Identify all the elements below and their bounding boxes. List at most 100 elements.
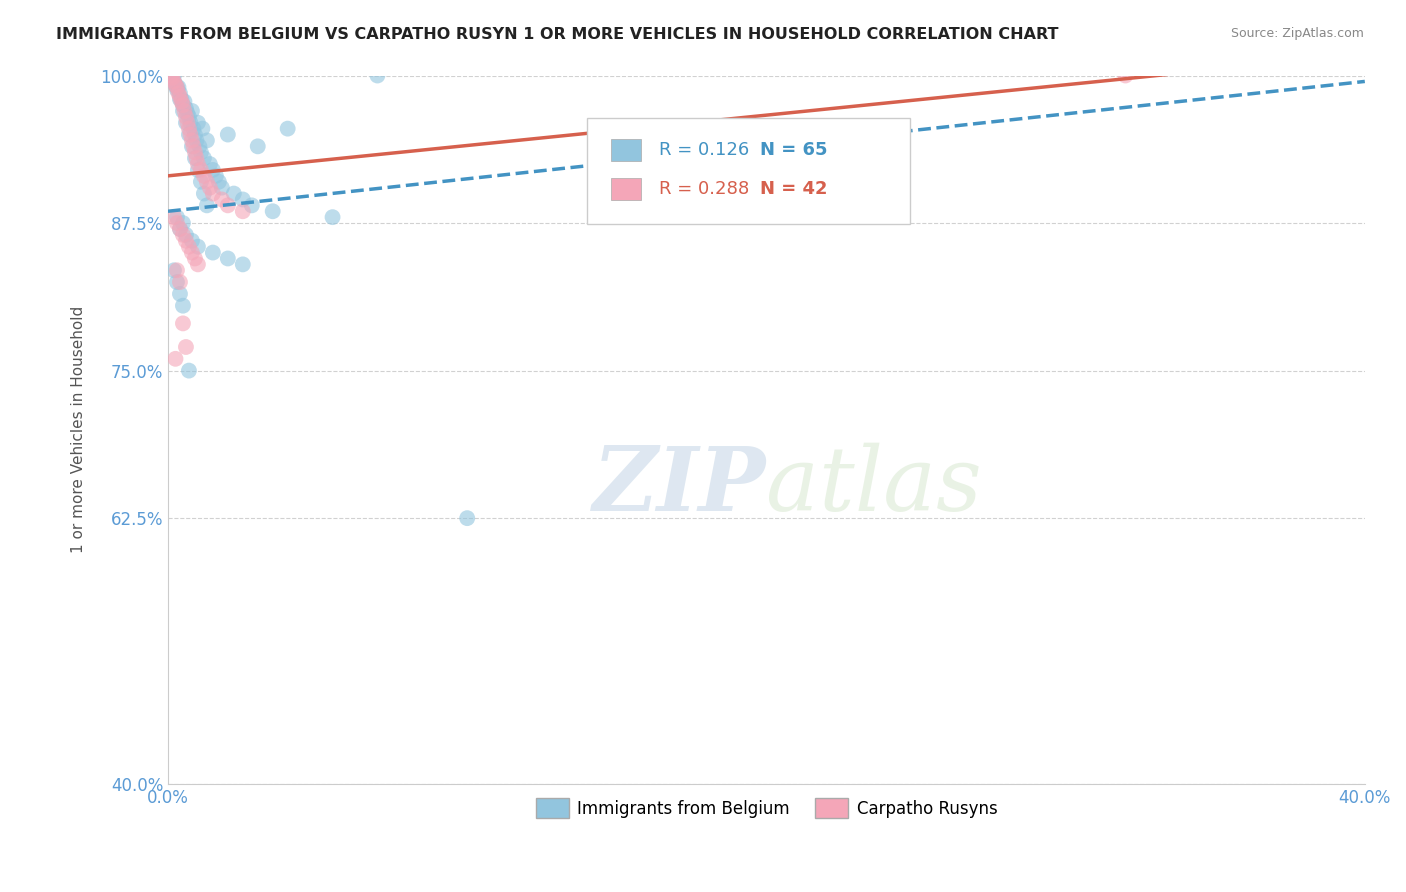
Point xyxy=(193,169,215,183)
Point xyxy=(165,78,187,92)
Point xyxy=(166,83,188,97)
Text: R = 0.288: R = 0.288 xyxy=(658,180,749,198)
Point xyxy=(163,74,186,88)
Point xyxy=(169,222,191,236)
Point xyxy=(166,80,188,95)
Point xyxy=(174,116,197,130)
Point xyxy=(162,70,184,85)
Point xyxy=(160,69,183,83)
Point xyxy=(187,163,209,178)
Point xyxy=(184,145,207,160)
Point xyxy=(208,175,231,189)
Point xyxy=(198,157,221,171)
Point xyxy=(174,102,197,116)
Point xyxy=(232,204,254,219)
Point xyxy=(187,240,209,254)
Point xyxy=(172,98,194,112)
Point xyxy=(186,151,208,165)
Point xyxy=(163,210,186,224)
FancyBboxPatch shape xyxy=(586,118,910,224)
Point xyxy=(170,95,193,109)
Point xyxy=(232,257,254,271)
Point xyxy=(232,193,254,207)
Point xyxy=(166,210,188,224)
Point xyxy=(222,186,245,201)
Point xyxy=(166,263,188,277)
Text: atlas: atlas xyxy=(766,442,983,530)
Text: ZIP: ZIP xyxy=(593,443,766,530)
Point xyxy=(177,110,200,124)
Point xyxy=(179,128,201,142)
Point xyxy=(167,87,190,101)
Y-axis label: 1 or more Vehicles in Household: 1 or more Vehicles in Household xyxy=(72,306,86,553)
Point xyxy=(201,186,224,201)
Point xyxy=(181,139,204,153)
Point xyxy=(162,70,184,85)
Point xyxy=(1114,69,1136,83)
Point xyxy=(181,245,204,260)
Point xyxy=(173,95,195,109)
Point xyxy=(177,363,200,377)
Point xyxy=(163,69,186,83)
Point xyxy=(187,116,209,130)
Point xyxy=(190,163,212,178)
Point xyxy=(193,186,215,201)
Point xyxy=(169,87,191,101)
Point xyxy=(181,133,204,147)
Point xyxy=(172,216,194,230)
Point xyxy=(177,128,200,142)
Text: N = 65: N = 65 xyxy=(761,141,828,159)
Point xyxy=(198,180,221,194)
Point xyxy=(172,98,194,112)
Point xyxy=(201,245,224,260)
Point xyxy=(165,78,187,92)
Point xyxy=(322,210,344,224)
Text: R = 0.126: R = 0.126 xyxy=(658,141,749,159)
Point xyxy=(456,511,478,525)
Point xyxy=(166,275,188,289)
Point xyxy=(174,227,197,242)
Point xyxy=(181,103,204,118)
Point xyxy=(262,204,284,219)
Point xyxy=(201,163,224,178)
Point xyxy=(181,234,204,248)
Point xyxy=(177,240,200,254)
Point xyxy=(183,139,205,153)
Point xyxy=(190,175,212,189)
Point xyxy=(205,169,228,183)
Point xyxy=(188,139,211,153)
Point xyxy=(169,222,191,236)
Point xyxy=(176,106,198,120)
Point xyxy=(163,263,186,277)
Text: Source: ZipAtlas.com: Source: ZipAtlas.com xyxy=(1230,27,1364,40)
Point xyxy=(165,351,187,366)
Point xyxy=(217,128,239,142)
Point xyxy=(170,92,193,106)
Point xyxy=(169,286,191,301)
Point xyxy=(246,139,269,153)
Point xyxy=(169,275,191,289)
Point xyxy=(277,121,299,136)
Point xyxy=(217,198,239,212)
Point xyxy=(211,180,233,194)
Point xyxy=(193,151,215,165)
Bar xyxy=(610,138,641,161)
Point xyxy=(184,151,207,165)
Point xyxy=(240,198,263,212)
Point xyxy=(184,128,207,142)
Point xyxy=(187,257,209,271)
Point xyxy=(176,116,198,130)
Point xyxy=(172,299,194,313)
Point xyxy=(190,145,212,160)
Point xyxy=(179,116,201,130)
Point xyxy=(173,103,195,118)
Point xyxy=(211,193,233,207)
Point xyxy=(174,234,197,248)
Point xyxy=(183,121,205,136)
Point xyxy=(166,216,188,230)
Point xyxy=(166,80,188,95)
Point xyxy=(217,252,239,266)
Point xyxy=(195,175,218,189)
Text: IMMIGRANTS FROM BELGIUM VS CARPATHO RUSYN 1 OR MORE VEHICLES IN HOUSEHOLD CORREL: IMMIGRANTS FROM BELGIUM VS CARPATHO RUSY… xyxy=(56,27,1059,42)
Point xyxy=(172,317,194,331)
